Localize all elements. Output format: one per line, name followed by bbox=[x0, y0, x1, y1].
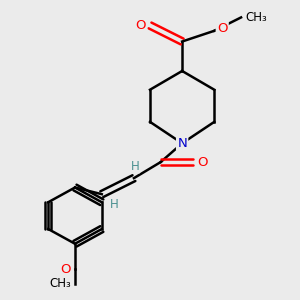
Text: O: O bbox=[136, 19, 146, 32]
Text: N: N bbox=[177, 137, 187, 150]
Text: O: O bbox=[217, 22, 227, 34]
Text: H: H bbox=[131, 160, 140, 173]
Text: CH₃: CH₃ bbox=[49, 278, 71, 290]
Text: O: O bbox=[61, 263, 71, 276]
Text: O: O bbox=[197, 156, 207, 169]
Text: CH₃: CH₃ bbox=[245, 11, 267, 24]
Text: H: H bbox=[110, 198, 118, 211]
